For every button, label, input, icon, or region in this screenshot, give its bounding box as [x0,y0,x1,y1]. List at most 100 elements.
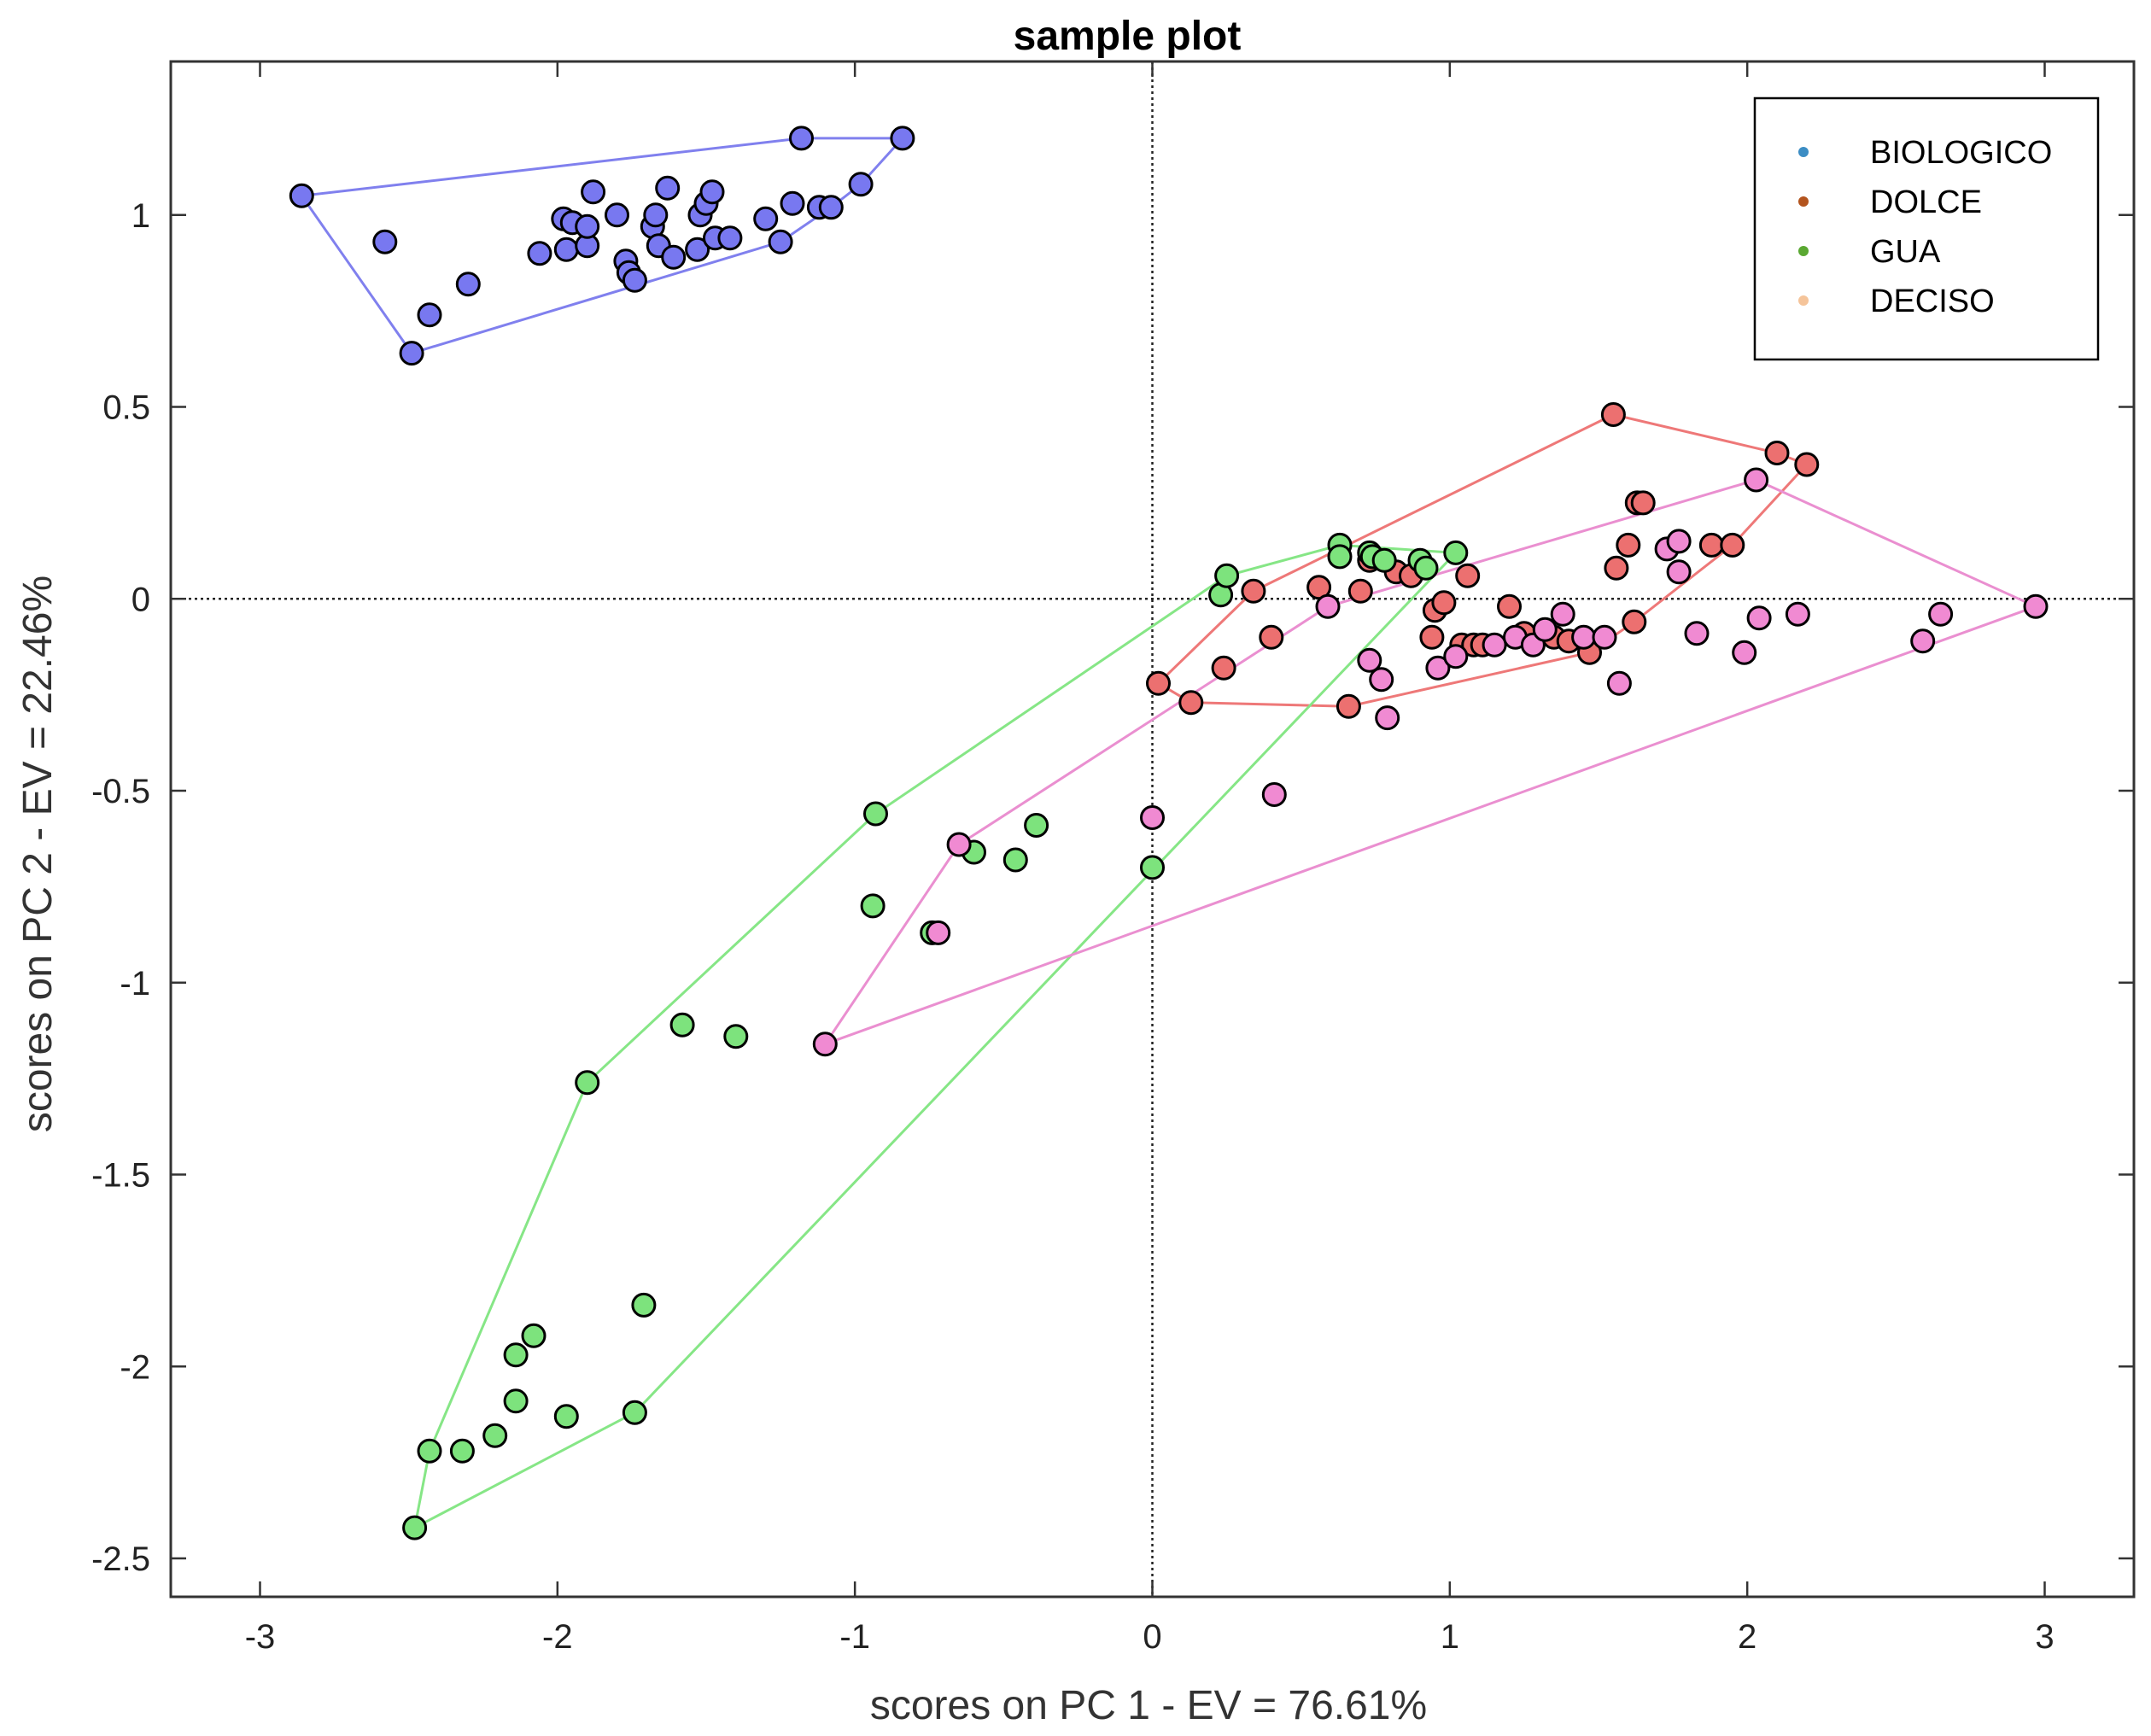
point-deciso [1732,640,1757,665]
legend-label-biologico: BIOLOGICO [1870,135,2052,171]
point-gua [860,893,886,919]
point-dolce [1455,563,1481,588]
point-dolce [1794,452,1820,477]
y-tick-label: -2.5 [91,1540,150,1578]
point-biologico [717,225,743,251]
point-dolce [1604,555,1629,581]
point-deciso [946,832,972,857]
point-gua [553,1404,579,1429]
point-biologico [417,302,442,328]
point-deciso [1571,624,1597,650]
series-biologico [289,126,915,366]
point-dolce [1146,670,1171,696]
point-biologico [685,237,710,262]
point-deciso [1140,805,1165,830]
point-deciso [1785,601,1810,627]
point-biologico [575,213,600,239]
point-biologico [818,195,844,220]
point-dolce [1336,693,1361,719]
point-gua [863,801,888,827]
point-dolce [1720,532,1745,558]
point-gua [503,1388,529,1414]
point-biologico [372,229,398,254]
point-dolce [1698,532,1724,558]
point-biologico [622,267,647,293]
legend-marker-dolce [1798,196,1809,207]
point-biologico [780,190,805,216]
y-axis-label: scores on PC 2 - EV = 22.46% [15,576,61,1132]
hull-biologico [299,137,906,355]
point-biologico [661,244,687,270]
point-biologico [699,179,725,205]
point-gua [482,1423,508,1448]
x-axis-label: scores on PC 1 - EV = 76.61% [870,1683,1427,1728]
point-gua [1371,547,1397,573]
x-tick-label: 2 [1738,1618,1756,1656]
chart-title: sample plot [1014,14,1242,59]
point-gua [631,1292,657,1318]
legend: BIOLOGICO DOLCE GUA DECISO [1753,96,2100,361]
point-deciso [1369,667,1394,693]
legend-marker-gua [1798,246,1809,256]
series-gua [402,532,1469,1540]
x-tick-label: 0 [1143,1618,1161,1656]
point-gua [1443,540,1469,565]
point-deciso [1261,782,1287,807]
point-biologico [890,126,915,151]
x-tick-label: -1 [839,1618,870,1656]
point-gua [669,1012,695,1038]
point-dolce [1616,532,1641,558]
point-gua [417,1438,442,1464]
point-biologico [581,179,606,205]
point-deciso [1606,670,1632,696]
point-deciso [1443,644,1469,669]
point-dolce [1178,690,1204,716]
point-dolce [1600,402,1626,427]
point-gua [449,1438,475,1464]
point-deciso [926,920,951,945]
point-biologico [655,175,681,201]
hull-gua [412,543,1459,1530]
point-deciso [1482,632,1507,658]
point-gua [723,1024,749,1049]
point-gua [575,1070,600,1096]
point-dolce [1347,578,1373,604]
point-dolce [1211,655,1236,681]
legend-label-dolce: DOLCE [1870,184,1982,220]
y-tick-label: -1.5 [91,1157,150,1195]
point-deciso [1666,529,1692,554]
point-deciso [1666,559,1692,585]
point-deciso [1592,624,1617,650]
point-deciso [1910,628,1936,654]
point-gua [503,1342,529,1368]
y-tick-label: -0.5 [91,773,150,810]
point-deciso [812,1032,838,1057]
point-deciso [1684,621,1710,646]
point-dolce [1497,593,1522,619]
legend-label-gua: GUA [1870,234,1941,270]
point-biologico [289,183,314,208]
legend-marker-biologico [1798,147,1809,157]
hull-deciso [821,478,2039,1047]
point-gua [622,1400,647,1425]
legend-box [1753,96,2100,361]
point-dolce [1241,578,1266,604]
point-dolce [1630,490,1656,516]
y-tick-label: -1 [120,965,150,1002]
x-tick-label: -2 [542,1618,573,1656]
point-biologico [753,206,779,231]
point-biologico [553,237,579,262]
y-tick-label: 0.5 [102,389,150,427]
point-biologico [527,241,552,266]
point-gua [521,1323,547,1348]
point-biologico [605,202,629,228]
legend-marker-deciso [1798,295,1809,306]
axes: -3 -2 -1 0 1 2 3 1 0.5 0 -0.5 -1 -1.5 -2 -2.5 [91,60,2136,1656]
point-dolce [1259,624,1284,650]
point-deciso [1357,647,1382,673]
point-gua [402,1515,428,1540]
point-gua [1413,555,1439,581]
point-gua [1327,544,1353,570]
series-deciso [812,467,2049,1057]
